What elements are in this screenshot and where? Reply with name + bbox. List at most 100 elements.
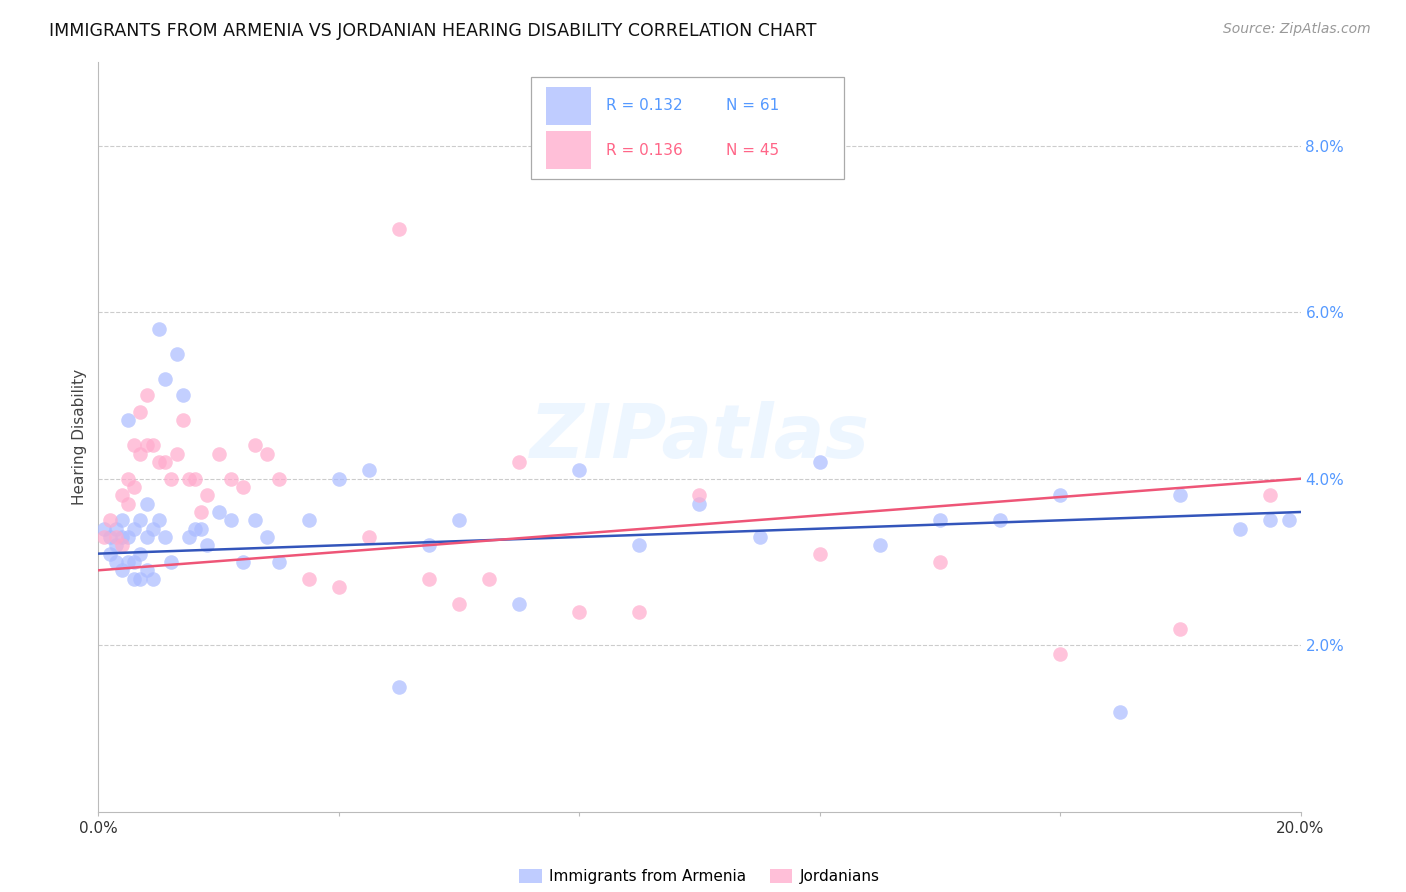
Point — [447, 513, 470, 527]
Point — [929, 555, 952, 569]
Point — [111, 488, 134, 502]
Point — [129, 447, 152, 461]
Point — [148, 513, 170, 527]
Point — [117, 497, 139, 511]
Point — [124, 438, 146, 452]
Point — [1260, 513, 1282, 527]
Point — [100, 513, 122, 527]
Point — [328, 580, 350, 594]
Point — [219, 513, 242, 527]
Point — [111, 563, 134, 577]
Point — [243, 438, 266, 452]
Point — [808, 455, 831, 469]
Point — [124, 522, 146, 536]
Point — [243, 513, 266, 527]
Bar — [546, 131, 592, 169]
Point — [177, 530, 200, 544]
Point — [111, 538, 134, 552]
Text: R = 0.132: R = 0.132 — [606, 98, 682, 113]
Point — [117, 413, 139, 427]
Point — [105, 555, 128, 569]
Point — [129, 513, 152, 527]
Y-axis label: Hearing Disability: Hearing Disability — [72, 369, 87, 505]
Point — [105, 530, 128, 544]
Point — [478, 572, 501, 586]
Point — [929, 513, 952, 527]
Point — [232, 480, 254, 494]
Point — [124, 480, 146, 494]
Point — [357, 463, 380, 477]
Point — [447, 597, 470, 611]
Point — [148, 455, 170, 469]
Text: ZIPatlas: ZIPatlas — [530, 401, 869, 474]
Point — [256, 447, 278, 461]
Point — [568, 463, 591, 477]
Point — [418, 572, 440, 586]
Point — [135, 497, 157, 511]
Point — [129, 547, 152, 561]
Point — [172, 388, 194, 402]
Point — [190, 505, 212, 519]
Point — [159, 555, 181, 569]
Point — [153, 372, 176, 386]
Point — [508, 597, 530, 611]
Point — [388, 680, 411, 694]
Point — [166, 347, 188, 361]
Point — [141, 438, 163, 452]
Point — [689, 488, 711, 502]
Point — [124, 555, 146, 569]
Point — [628, 605, 651, 619]
Point — [219, 472, 242, 486]
Point — [988, 513, 1011, 527]
Point — [183, 472, 205, 486]
Point — [135, 530, 157, 544]
Point — [628, 538, 651, 552]
Point — [141, 572, 163, 586]
Point — [141, 522, 163, 536]
Point — [1109, 705, 1132, 719]
Point — [195, 538, 218, 552]
Point — [328, 472, 350, 486]
Point — [256, 530, 278, 544]
Point — [129, 405, 152, 419]
Point — [869, 538, 891, 552]
Point — [232, 555, 254, 569]
Point — [1049, 647, 1071, 661]
Point — [208, 505, 231, 519]
Point — [124, 572, 146, 586]
Point — [117, 530, 139, 544]
Point — [129, 572, 152, 586]
Bar — [546, 87, 592, 125]
Point — [135, 438, 157, 452]
Point — [388, 222, 411, 236]
Point — [1229, 522, 1251, 536]
Point — [166, 447, 188, 461]
Point — [418, 538, 440, 552]
Point — [105, 522, 128, 536]
Point — [148, 322, 170, 336]
Point — [172, 413, 194, 427]
Point — [190, 522, 212, 536]
Point — [100, 547, 122, 561]
Point — [111, 530, 134, 544]
Point — [298, 513, 321, 527]
Point — [1260, 488, 1282, 502]
Point — [1170, 488, 1192, 502]
Point — [117, 472, 139, 486]
Point — [508, 455, 530, 469]
Point — [117, 555, 139, 569]
Point — [195, 488, 218, 502]
Point — [159, 472, 181, 486]
Text: N = 45: N = 45 — [725, 143, 779, 158]
Point — [208, 447, 231, 461]
Point — [568, 605, 591, 619]
Point — [1170, 622, 1192, 636]
Point — [105, 538, 128, 552]
FancyBboxPatch shape — [531, 78, 844, 178]
Point — [153, 455, 176, 469]
Point — [111, 513, 134, 527]
Point — [135, 563, 157, 577]
Point — [93, 530, 115, 544]
Text: Source: ZipAtlas.com: Source: ZipAtlas.com — [1223, 22, 1371, 37]
Point — [267, 555, 290, 569]
